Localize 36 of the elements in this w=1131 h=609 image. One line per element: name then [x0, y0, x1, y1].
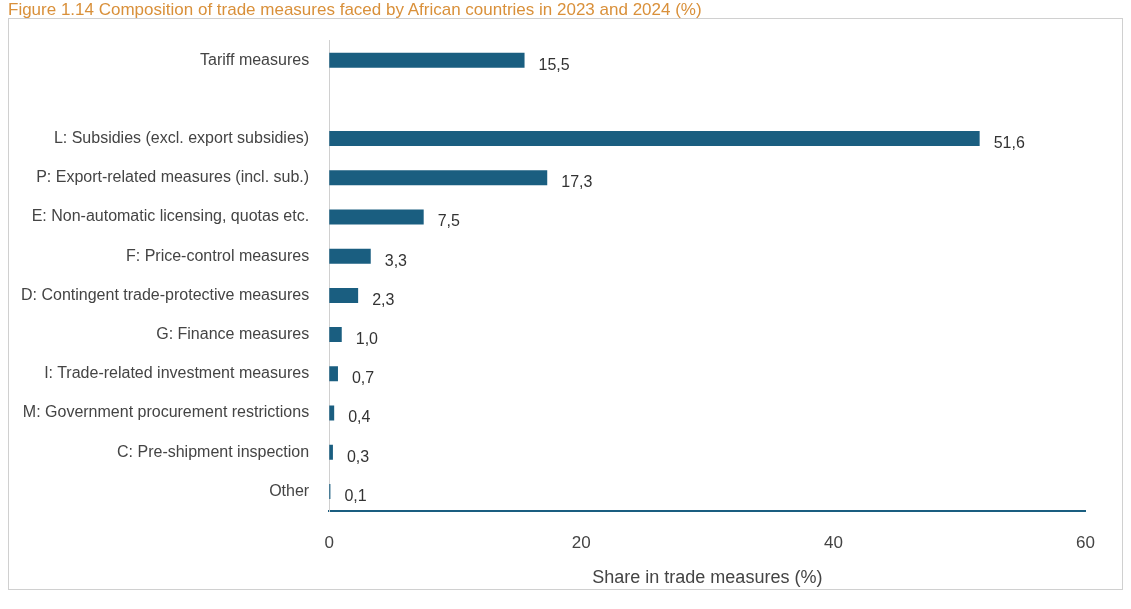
- y-tick-label: D: Contingent trade-protective measures: [21, 285, 310, 303]
- y-tick-label: Tariff measures: [200, 50, 310, 68]
- y-tick-label: L: Subsidies (excl. export subsidies): [53, 129, 310, 147]
- y-tick-label: P: Export-related measures (incl. sub.): [36, 168, 310, 186]
- bar: [329, 287, 359, 303]
- y-tick-label: E: Non-automatic licensing, quotas etc.: [31, 207, 310, 225]
- data-label: 2,3: [372, 290, 395, 308]
- data-label: 7,5: [437, 212, 461, 230]
- data-label: 0,7: [351, 369, 375, 387]
- data-label: 17,3: [561, 173, 593, 191]
- bar: [329, 366, 338, 382]
- bar: [329, 170, 548, 186]
- bar: [329, 52, 525, 68]
- x-axis-title: Share in trade measures (%): [592, 567, 823, 588]
- x-tick-label: 20: [571, 532, 591, 552]
- data-label: 0,3: [346, 447, 370, 465]
- bar: [329, 131, 980, 147]
- y-tick-label: C: Pre-shipment inspection: [117, 442, 310, 460]
- data-label: 51,6: [993, 134, 1025, 152]
- x-tick-label: 60: [1076, 532, 1096, 552]
- data-label: 1,0: [355, 330, 379, 348]
- data-label: 0,1: [344, 486, 367, 504]
- bar: [329, 327, 342, 343]
- data-label: 3,3: [384, 251, 408, 269]
- y-tick-label: F: Price-control measures: [125, 246, 310, 264]
- y-tick-label: M: Government procurement restrictions: [22, 403, 310, 421]
- x-tick-label: 40: [823, 532, 843, 552]
- data-label: 0,4: [348, 408, 371, 426]
- bar: [329, 209, 424, 225]
- chart-title: Figure 1.14 Composition of trade measures faced by African countries in 2023 and 2024 (%): [8, 0, 703, 19]
- y-tick-label: I: Trade-related investment measures: [44, 364, 310, 382]
- y-tick-label: G: Finance measures: [156, 325, 310, 343]
- x-tick-label: 0: [324, 532, 334, 552]
- y-tick-label: Other: [269, 481, 310, 499]
- bar: [329, 248, 371, 264]
- data-label: 15,5: [538, 55, 570, 73]
